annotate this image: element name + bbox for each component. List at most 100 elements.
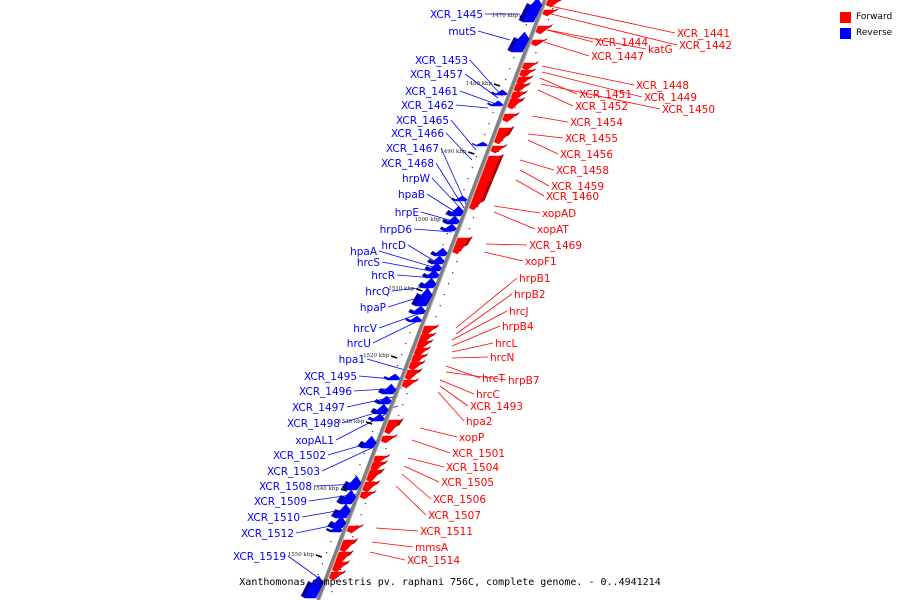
reverse-gene-label[interactable]: XCR_1496 [299,386,352,398]
forward-gene-label[interactable]: XCR_1455 [565,133,618,145]
forward-gene-arrow[interactable] [401,378,420,389]
forward-gene-arrow[interactable] [490,144,508,154]
reverse-gene-label[interactable]: XCR_1519 [233,551,286,563]
forward-gene-label[interactable]: XCR_1459 [551,181,604,193]
reverse-gene-arrow[interactable] [471,141,488,147]
forward-gene-label[interactable]: XCR_1511 [420,526,473,538]
forward-gene-arrow[interactable] [384,418,405,435]
forward-gene-arrow[interactable] [502,112,520,123]
reverse-gene-arrow[interactable] [442,215,460,225]
reverse-gene-label[interactable]: XCR_1453 [415,55,468,67]
forward-gene-arrow[interactable] [452,236,473,255]
forward-gene-label[interactable]: hrpB2 [514,289,546,301]
forward-gene-arrow[interactable] [370,460,389,472]
reverse-gene-label[interactable]: XCR_1461 [405,86,458,98]
reverse-gene-arrow[interactable] [383,373,401,381]
reverse-gene-arrow[interactable] [491,89,508,96]
forward-gene-label[interactable]: xopAT [537,224,569,236]
forward-gene-arrow[interactable] [366,468,386,483]
reverse-gene-arrow[interactable] [367,413,385,422]
forward-gene-arrow[interactable] [332,560,351,573]
reverse-gene-arrow[interactable] [331,503,351,519]
reverse-gene-label[interactable]: XCR_1509 [254,496,307,508]
reverse-gene-arrow[interactable] [518,0,543,23]
forward-gene-label[interactable]: hrcC [476,389,500,401]
forward-gene-arrow[interactable] [411,353,429,364]
forward-gene-label[interactable]: hrcJ [509,306,529,318]
reverse-gene-arrow[interactable] [408,305,426,315]
reverse-gene-arrow[interactable] [377,383,397,395]
forward-gene-label[interactable]: hrcT [482,373,506,385]
forward-gene-arrow[interactable] [346,524,364,534]
reverse-gene-label[interactable]: hrpE [395,207,419,219]
forward-gene-arrow[interactable] [335,550,355,565]
forward-gene-arrow[interactable] [413,346,432,357]
reverse-gene-arrow[interactable] [430,247,448,257]
reverse-gene-label[interactable]: XCR_1508 [259,481,312,493]
reverse-gene-arrow[interactable] [357,435,377,449]
reverse-gene-label[interactable]: XCR_1462 [401,100,454,112]
reverse-gene-label[interactable]: XCR_1495 [304,371,357,383]
reverse-gene-label[interactable]: mutS [448,26,476,38]
forward-gene-arrow[interactable] [519,68,537,78]
forward-gene-label[interactable]: xopF1 [525,256,557,268]
forward-gene-label[interactable]: XCR_1441 [677,28,730,40]
forward-gene-label[interactable]: XCR_1460 [546,191,599,203]
reverse-gene-arrow[interactable] [341,475,362,491]
reverse-gene-label[interactable]: hrcV [353,323,378,335]
reverse-gene-label[interactable]: hrpD6 [380,224,413,236]
forward-gene-label[interactable]: hrcN [490,352,514,364]
reverse-gene-arrow[interactable] [374,395,392,405]
reverse-gene-label[interactable]: hrcU [347,338,371,350]
forward-gene-label[interactable]: xopAD [542,208,576,220]
forward-gene-label[interactable]: XCR_1450 [662,104,715,116]
reverse-gene-arrow[interactable] [486,100,504,107]
forward-gene-label[interactable]: xopP [459,432,484,444]
reverse-gene-arrow[interactable] [405,315,423,323]
forward-gene-label[interactable]: XCR_1444 [595,37,648,49]
forward-gene-arrow[interactable] [408,360,427,371]
forward-gene-label[interactable]: XCR_1452 [575,101,628,113]
forward-gene-arrow[interactable] [535,24,554,35]
forward-gene-label[interactable]: XCR_1447 [591,51,644,63]
forward-gene-label[interactable]: XCR_1448 [636,80,689,92]
forward-gene-arrow[interactable] [531,38,548,47]
forward-gene-label[interactable]: katG [648,44,673,56]
forward-gene-arrow[interactable] [545,0,563,8]
reverse-gene-arrow[interactable] [418,277,437,289]
reverse-gene-label[interactable]: hrpW [402,173,431,185]
forward-gene-arrow[interactable] [373,454,391,464]
forward-gene-label[interactable]: hrpB4 [502,321,534,333]
reverse-gene-arrow[interactable] [450,195,468,202]
reverse-gene-label[interactable]: XCR_1467 [386,143,439,155]
reverse-gene-arrow[interactable] [325,525,343,533]
reverse-gene-label[interactable]: hrcS [357,257,381,269]
forward-gene-arrow[interactable] [542,8,560,17]
forward-gene-arrow[interactable] [421,324,440,336]
forward-gene-arrow[interactable] [510,90,529,101]
reverse-gene-label[interactable]: hrcR [371,270,395,282]
forward-gene-arrow[interactable] [380,434,399,444]
forward-gene-label[interactable]: XCR_1504 [446,462,499,474]
forward-gene-label[interactable]: XCR_1501 [452,448,505,460]
forward-gene-arrow[interactable] [339,538,359,553]
forward-gene-arrow[interactable] [516,75,534,86]
forward-gene-label[interactable]: mmsA [415,542,449,554]
reverse-gene-arrow[interactable] [439,223,457,232]
forward-gene-arrow[interactable] [468,154,504,211]
forward-gene-label[interactable]: XCR_1514 [407,555,460,567]
reverse-gene-label[interactable]: XCR_1512 [241,528,294,540]
reverse-gene-label[interactable]: XCR_1465 [396,115,449,127]
forward-gene-label[interactable]: XCR_1458 [556,165,609,177]
forward-gene-label[interactable]: XCR_1456 [560,149,613,161]
forward-gene-label[interactable]: XCR_1505 [441,477,494,489]
reverse-gene-arrow[interactable] [370,403,389,415]
forward-gene-arrow[interactable] [359,490,377,500]
reverse-gene-label[interactable]: XCR_1457 [410,69,463,81]
forward-gene-arrow[interactable] [404,368,424,381]
reverse-gene-arrow[interactable] [427,255,445,265]
forward-gene-label[interactable]: hpa2 [466,416,492,428]
forward-gene-label[interactable]: XCR_1451 [579,89,632,101]
reverse-gene-label[interactable]: hpaB [398,189,425,201]
